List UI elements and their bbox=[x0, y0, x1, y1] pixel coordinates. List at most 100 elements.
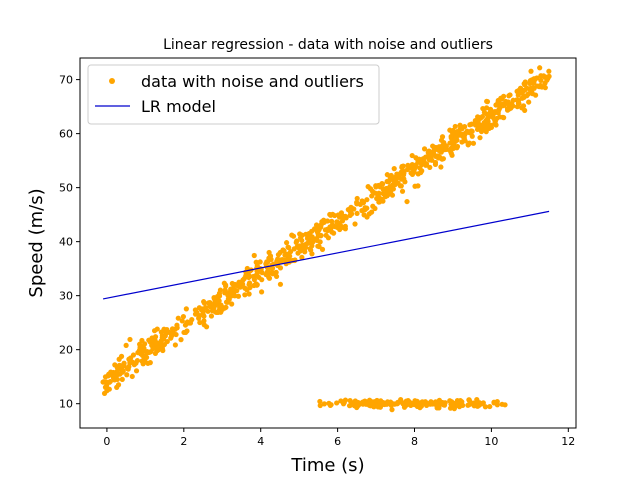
data-point bbox=[275, 256, 281, 262]
data-point bbox=[321, 401, 327, 407]
data-point bbox=[426, 157, 433, 163]
y-tick-label: 40 bbox=[59, 236, 73, 249]
data-point bbox=[284, 257, 291, 263]
data-point bbox=[265, 259, 271, 265]
legend-marker-scatter bbox=[109, 78, 115, 84]
data-point bbox=[237, 284, 243, 290]
data-point bbox=[498, 95, 504, 101]
data-point bbox=[112, 362, 118, 368]
data-point bbox=[208, 313, 215, 319]
data-point bbox=[299, 237, 305, 244]
data-point bbox=[418, 169, 424, 176]
data-point bbox=[365, 184, 371, 190]
data-point bbox=[465, 142, 471, 148]
legend-box bbox=[87, 64, 380, 125]
data-point bbox=[299, 254, 305, 260]
data-point bbox=[325, 235, 332, 241]
data-point bbox=[318, 232, 324, 239]
data-point bbox=[502, 402, 508, 408]
data-point bbox=[517, 85, 524, 91]
data-point bbox=[370, 203, 376, 209]
data-point bbox=[314, 237, 320, 243]
data-point bbox=[436, 397, 443, 403]
data-point bbox=[306, 239, 312, 246]
data-point bbox=[205, 308, 211, 314]
data-point bbox=[347, 212, 353, 219]
data-point bbox=[515, 92, 521, 98]
data-point bbox=[415, 183, 421, 189]
data-point bbox=[392, 401, 398, 407]
data-point bbox=[455, 401, 461, 407]
data-point bbox=[413, 401, 419, 407]
data-point bbox=[479, 113, 486, 120]
data-point bbox=[266, 275, 273, 281]
data-point bbox=[546, 73, 552, 79]
data-point bbox=[242, 285, 248, 291]
data-point bbox=[270, 271, 276, 277]
data-point bbox=[449, 402, 456, 408]
data-point bbox=[242, 292, 248, 298]
data-point bbox=[277, 281, 284, 287]
data-point bbox=[381, 401, 387, 408]
data-point bbox=[282, 252, 288, 258]
x-tick-label: 0 bbox=[103, 435, 110, 448]
data-point bbox=[354, 404, 360, 411]
data-point bbox=[378, 398, 384, 404]
data-point bbox=[374, 191, 381, 197]
data-point bbox=[152, 337, 158, 344]
data-point bbox=[528, 68, 534, 74]
data-point bbox=[480, 105, 486, 112]
data-point bbox=[142, 341, 148, 347]
data-point bbox=[215, 297, 221, 304]
data-point bbox=[482, 126, 488, 132]
data-point bbox=[315, 243, 321, 249]
data-point bbox=[334, 219, 340, 225]
data-point bbox=[250, 273, 256, 280]
regression-line-layer bbox=[102, 210, 550, 300]
data-point bbox=[203, 324, 210, 330]
data-point bbox=[529, 91, 536, 97]
data-point bbox=[168, 335, 174, 341]
data-point bbox=[447, 398, 453, 404]
data-point bbox=[482, 121, 488, 128]
data-point bbox=[246, 280, 253, 286]
data-point bbox=[369, 209, 375, 215]
data-point bbox=[419, 159, 425, 165]
x-tick-label: 8 bbox=[411, 435, 418, 448]
data-point bbox=[254, 263, 260, 269]
data-point bbox=[192, 307, 198, 313]
data-point bbox=[491, 400, 497, 406]
data-point bbox=[477, 135, 483, 141]
data-point bbox=[347, 398, 353, 404]
data-point bbox=[346, 403, 353, 409]
data-point bbox=[366, 399, 373, 405]
data-point bbox=[181, 329, 187, 336]
data-point bbox=[380, 198, 386, 204]
data-point bbox=[151, 328, 158, 334]
data-point bbox=[391, 166, 397, 172]
y-tick-label: 60 bbox=[59, 128, 73, 141]
y-tick-label: 20 bbox=[59, 344, 73, 357]
data-point bbox=[152, 334, 159, 340]
data-point bbox=[229, 280, 235, 287]
data-point bbox=[161, 326, 167, 332]
data-point bbox=[160, 347, 166, 354]
data-point bbox=[427, 164, 433, 170]
data-point bbox=[123, 342, 129, 348]
plot-area-frame bbox=[79, 57, 577, 429]
data-point bbox=[340, 401, 347, 407]
data-point bbox=[437, 154, 443, 160]
data-point bbox=[182, 322, 189, 328]
data-point bbox=[302, 244, 309, 251]
data-point bbox=[142, 353, 148, 359]
data-point bbox=[359, 198, 365, 204]
data-point bbox=[507, 92, 513, 98]
data-point bbox=[106, 379, 113, 385]
data-point bbox=[199, 306, 205, 312]
data-point bbox=[519, 105, 525, 111]
legend-label-data: data with noise and outliers bbox=[141, 72, 364, 91]
data-point bbox=[283, 240, 290, 246]
data-point bbox=[247, 285, 253, 291]
data-point bbox=[476, 121, 482, 127]
data-point bbox=[106, 386, 112, 392]
